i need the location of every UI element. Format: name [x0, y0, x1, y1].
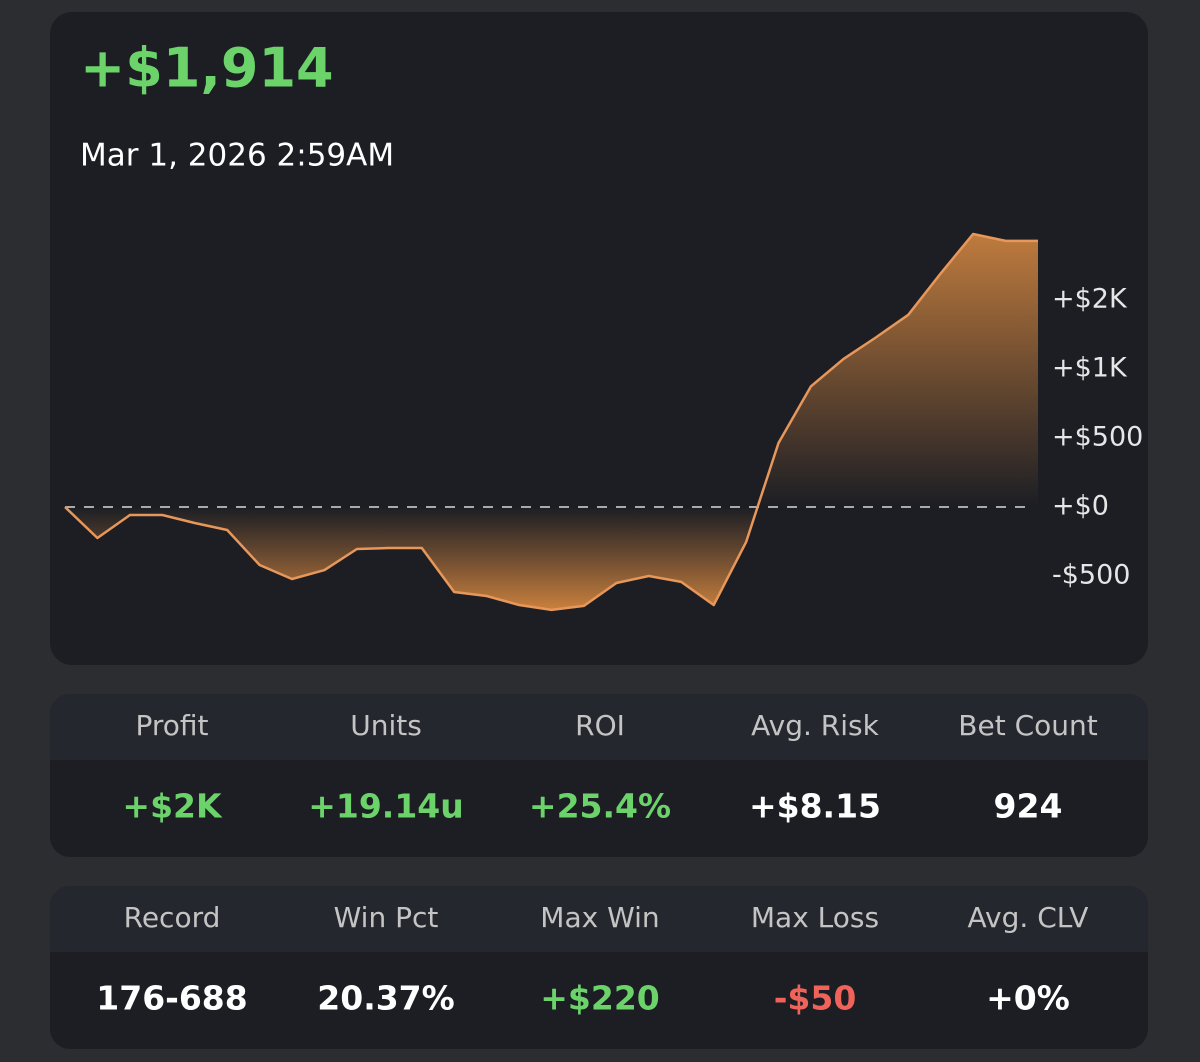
- stat-label: Bet Count: [958, 709, 1097, 742]
- stat-value: +19.14u: [308, 787, 464, 826]
- stat-value: +25.4%: [529, 787, 671, 826]
- stat-value: -$50: [774, 979, 857, 1018]
- stat-value: 20.37%: [317, 979, 454, 1018]
- y-tick-label: +$1K: [1052, 353, 1128, 384]
- stat-value: +$2K: [122, 787, 223, 826]
- stat-label: Profit: [135, 709, 208, 742]
- stat-value: +$8.15: [749, 787, 881, 826]
- area: [65, 234, 1038, 610]
- balance: +$1,914: [80, 37, 334, 100]
- stat-value: +$220: [540, 979, 660, 1018]
- stat-label: Record: [124, 901, 221, 934]
- stats-header-bg: [50, 886, 1148, 952]
- timestamp: Mar 1, 2026 2:59AM: [80, 138, 394, 174]
- stat-label: Units: [350, 709, 422, 742]
- stat-label: Win Pct: [334, 901, 439, 934]
- stat-label: Avg. Risk: [751, 709, 879, 742]
- stat-label: Max Win: [540, 901, 659, 934]
- line: [64, 232, 1038, 612]
- stat-value: 176-688: [96, 979, 247, 1018]
- stat-value: +0%: [986, 979, 1070, 1018]
- stat-label: Avg. CLV: [968, 901, 1089, 934]
- y-tick-label: +$500: [1052, 422, 1143, 453]
- y-tick-label: -$500: [1052, 560, 1130, 591]
- stat-label: ROI: [575, 709, 625, 742]
- y-tick-label: +$2K: [1052, 284, 1128, 315]
- y-tick-label: +$0: [1052, 491, 1109, 522]
- stat-value: 924: [994, 787, 1063, 826]
- stat-label: Max Loss: [751, 901, 879, 934]
- stats-header-bg: [50, 694, 1148, 760]
